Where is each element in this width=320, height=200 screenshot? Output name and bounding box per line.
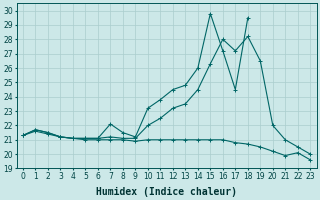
X-axis label: Humidex (Indice chaleur): Humidex (Indice chaleur) xyxy=(96,186,237,197)
